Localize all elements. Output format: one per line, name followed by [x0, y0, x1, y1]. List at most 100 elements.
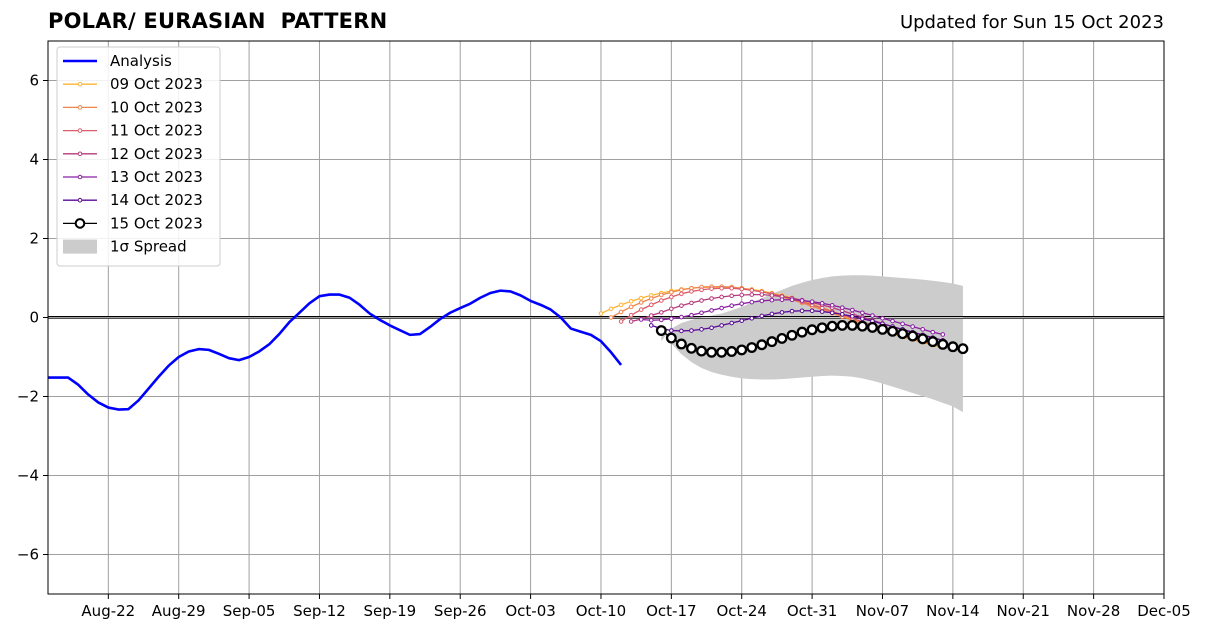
forecast-point	[746, 342, 758, 353]
forecast-point	[689, 289, 694, 294]
forecast-point	[947, 341, 959, 353]
legend-swatch-marker	[77, 81, 83, 87]
x-tick-label: Nov-21	[997, 602, 1050, 620]
forecast-point	[749, 292, 755, 297]
legend-swatch	[63, 239, 97, 254]
legend-swatch-marker	[77, 128, 83, 133]
forecast-point	[836, 319, 848, 331]
forecast-point	[628, 319, 634, 324]
legend-label: 12 Oct 2023	[110, 145, 203, 163]
legend-label: 09 Oct 2023	[110, 75, 203, 93]
forecast-point	[759, 292, 765, 297]
forecast-point	[860, 316, 865, 321]
x-tick-label: Aug-29	[152, 602, 206, 620]
forecast-point	[638, 317, 644, 322]
forecast-point	[689, 328, 694, 333]
forecast-point	[648, 302, 654, 308]
legend-swatch-marker	[77, 105, 83, 110]
forecast-point	[860, 310, 865, 316]
forecast-point	[628, 299, 634, 304]
forecast-point	[679, 287, 684, 293]
forecast-point	[799, 298, 805, 303]
y-tick-label: −4	[17, 467, 39, 485]
forecast-point	[696, 345, 707, 357]
forecast-point	[638, 295, 644, 301]
forecast-point	[880, 315, 885, 321]
forecast-point	[856, 320, 868, 332]
forecast-point	[920, 327, 926, 332]
forecast-point	[729, 285, 734, 291]
forecast-point	[669, 306, 674, 312]
forecast-point	[877, 323, 888, 335]
forecast-point	[736, 344, 748, 356]
forecast-point	[816, 322, 828, 334]
forecast-point	[709, 325, 714, 331]
forecast-point	[789, 308, 795, 314]
forecast-point	[608, 306, 614, 312]
forecast-point	[686, 342, 697, 354]
forecast-point	[726, 346, 738, 357]
forecast-point	[789, 297, 795, 303]
forecast-point	[749, 299, 755, 305]
forecast-point	[709, 286, 714, 291]
forecast-point	[679, 291, 684, 297]
forecast-point	[719, 323, 724, 328]
chart-updated-date: Updated for Sun 15 Oct 2023	[899, 12, 1164, 33]
x-tick-label: Nov-14	[926, 602, 979, 620]
forecast-point	[669, 316, 674, 321]
forecast-point	[749, 315, 755, 321]
forecast-point	[900, 321, 905, 327]
forecast-point	[655, 325, 667, 336]
forecast-point	[709, 308, 714, 313]
forecast-point	[628, 304, 634, 310]
forecast-point	[719, 305, 724, 311]
forecast-point	[749, 287, 755, 293]
x-tick-label: Oct-03	[505, 602, 555, 620]
legend-label: 13 Oct 2023	[110, 168, 203, 186]
forecast-point	[907, 330, 919, 342]
x-tick-label: Sep-12	[293, 602, 346, 620]
forecast-point	[957, 343, 969, 355]
forecast-point	[796, 326, 808, 338]
forecast-point	[648, 323, 654, 328]
forecast-point	[769, 297, 775, 303]
forecast-point	[689, 312, 694, 318]
x-tick-label: Oct-17	[646, 602, 696, 620]
forecast-point	[870, 313, 875, 318]
forecast-point	[806, 324, 818, 336]
forecast-point	[618, 309, 624, 315]
forecast-point	[669, 294, 674, 300]
forecast-point	[850, 307, 855, 313]
forecast-point	[739, 292, 745, 298]
legend-label: 14 Oct 2023	[110, 191, 203, 209]
forecast-point	[638, 307, 644, 312]
y-tick-label: 0	[29, 309, 39, 327]
forecast-point	[759, 298, 765, 304]
forecast-point	[669, 328, 674, 333]
forecast-point	[917, 333, 929, 345]
y-tick-label: 4	[29, 151, 39, 169]
forecast-point	[648, 317, 654, 323]
x-tick-label: Aug-22	[81, 602, 135, 620]
forecast-point	[940, 332, 946, 337]
forecast-point	[648, 313, 654, 318]
x-tick-label: Oct-24	[717, 602, 767, 620]
forecast-point	[699, 298, 704, 303]
forecast-point	[846, 319, 858, 331]
forecast-point	[809, 308, 815, 314]
x-tick-label: Nov-28	[1067, 602, 1120, 620]
forecast-point	[729, 303, 734, 308]
forecast-point	[618, 302, 624, 308]
legend-label: 15 Oct 2023	[110, 214, 203, 232]
forecast-point	[890, 318, 895, 324]
forecast-point	[648, 296, 654, 301]
forecast-point	[887, 325, 898, 337]
forecast-point	[819, 300, 825, 306]
x-tick-label: Dec-05	[1137, 602, 1191, 620]
forecast-point	[866, 321, 878, 333]
legend-swatch-marker	[77, 151, 83, 157]
analysis-line	[48, 289, 623, 411]
legend-label: 10 Oct 2023	[110, 98, 203, 116]
forecast-point	[719, 285, 724, 291]
forecast-point	[766, 336, 778, 348]
